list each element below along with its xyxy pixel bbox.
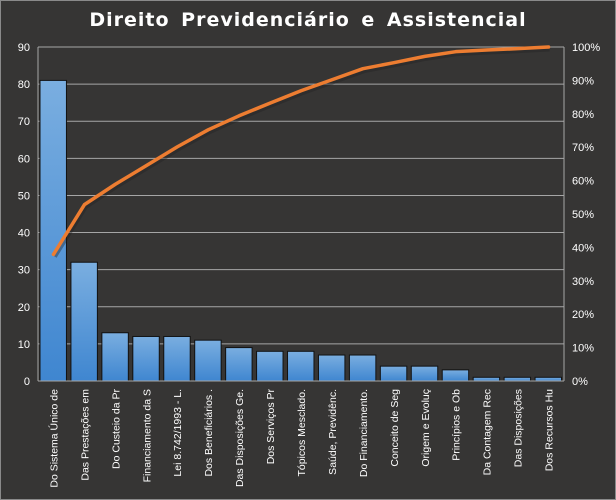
x-tick-label: Dos Recursos Hu <box>544 389 556 471</box>
x-tick-label: Origem e Evoluç <box>420 389 432 467</box>
bar <box>287 350 315 382</box>
y-tick-label: 0 <box>24 376 30 388</box>
x-tick-label: Do Financiamento. <box>358 389 370 477</box>
cumulative-line-shadow <box>52 46 550 258</box>
bar <box>472 376 501 382</box>
y-tick-label: 50 <box>18 190 30 202</box>
bar <box>39 79 67 382</box>
cumulative-line <box>51 45 551 257</box>
x-tick-label: Do Sistema Único de <box>47 389 60 488</box>
bar <box>132 335 160 382</box>
x-tick-label: Do Custeio da Pr <box>110 389 122 469</box>
x-tick-label: Conceito de Seg <box>389 389 401 467</box>
bar <box>534 376 563 382</box>
x-tick-label: Das Prestações em <box>79 389 91 481</box>
bar <box>379 365 408 382</box>
y2-tick-label: 80% <box>572 109 594 121</box>
x-tick-label: Tópicos Mesclado. <box>296 389 308 477</box>
y-tick-label: 10 <box>18 339 30 351</box>
bar <box>256 350 284 382</box>
x-tick-label: Princípios e Ob <box>451 389 463 461</box>
y2-tick-label: 0% <box>572 376 588 388</box>
y-tick-label: 20 <box>18 302 30 314</box>
y2-tick-label: 30% <box>572 276 594 288</box>
bar <box>410 365 439 382</box>
x-tick-label: Dos Beneficiários . <box>203 389 215 477</box>
y-tick-label: 60 <box>18 153 30 165</box>
y2-tick-label: 50% <box>572 209 594 221</box>
y-tick-label: 30 <box>18 265 30 277</box>
bar <box>348 354 377 382</box>
bar <box>441 369 470 382</box>
bar <box>317 354 346 382</box>
bar <box>225 347 253 382</box>
x-tick-label: Saúde, Previdênc. <box>327 389 339 475</box>
x-tick-label: Das Disposições Ge. <box>234 389 246 487</box>
x-tick-label: Lei 8.742/1993 - L. <box>172 389 184 477</box>
bar <box>101 332 129 382</box>
y-tick-label: 80 <box>18 79 30 91</box>
y2-tick-label: 10% <box>572 343 594 355</box>
bar <box>503 376 532 382</box>
x-tick-label: Da Contagem Rec <box>482 389 494 475</box>
y2-tick-label: 60% <box>572 176 594 188</box>
chart-title: Direito Previdenciário e Assistencial <box>89 9 527 31</box>
y2-tick-label: 90% <box>572 75 594 87</box>
bar <box>163 335 191 382</box>
x-tick-label: Dos Serviços Pr <box>265 389 277 465</box>
y2-tick-label: 40% <box>572 242 594 254</box>
x-tick-label: Financiamento da S <box>141 389 153 482</box>
y2-tick-label: 100% <box>572 42 600 54</box>
y-tick-label: 90 <box>18 42 30 54</box>
y2-tick-label: 20% <box>572 309 594 321</box>
bar <box>194 339 222 382</box>
x-tick-label: Das Disposições <box>513 389 525 467</box>
y-tick-label: 40 <box>18 228 30 240</box>
y2-tick-label: 70% <box>572 142 594 154</box>
y-tick-label: 70 <box>18 116 30 128</box>
bar <box>70 261 98 382</box>
